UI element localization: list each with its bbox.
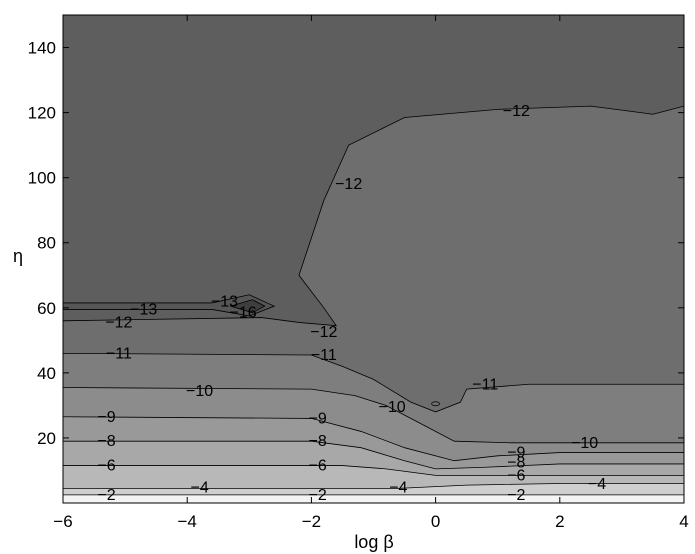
contour-line-level-6: [63, 465, 684, 476]
contour-label: −12: [503, 103, 530, 120]
contour-label: −4: [190, 479, 208, 496]
contour-label: −10: [379, 399, 406, 416]
contour-label: −2: [308, 487, 326, 504]
x-tick-label: 4: [679, 512, 688, 531]
contour-fills: [63, 15, 684, 503]
contour-label: −4: [389, 479, 407, 496]
contour-label: −11: [472, 376, 498, 393]
contour-label: −8: [308, 433, 326, 450]
contour-line-level-13: [63, 294, 276, 317]
y-axis-ticks: 20 40 60 80 100 120 140: [28, 39, 684, 448]
contour-label: −13: [130, 301, 157, 318]
contour-line-level-4: [63, 483, 684, 489]
y-tick-label: 100: [28, 169, 56, 188]
contour-label: −2: [97, 487, 115, 504]
contour-label: −10: [571, 435, 598, 452]
contour-line-level-8: [63, 440, 684, 470]
region-fill-level-13: [63, 294, 275, 316]
region-fill-level-16: [230, 299, 265, 313]
contour-label: −10: [186, 383, 213, 400]
contour-label: −12: [335, 176, 362, 193]
contour-label: −12: [310, 324, 337, 341]
y-tick-label: 20: [37, 429, 56, 448]
y-tick-label: 140: [28, 39, 56, 58]
contour-line-level-11: [63, 352, 684, 413]
contour-label: −8: [507, 454, 525, 471]
plot-frame: [62, 14, 685, 504]
y-tick-label: 80: [37, 234, 56, 253]
y-axis-label: η: [13, 246, 23, 266]
y-tick-label: 40: [37, 364, 56, 383]
contour-line-level-9: [63, 416, 684, 462]
contour-label: −4: [588, 476, 606, 493]
contour-label: −6: [97, 458, 115, 475]
contour-label: −12: [105, 314, 132, 331]
contour-label: −16: [230, 305, 257, 322]
contour-label: −9: [97, 409, 115, 426]
x-tick-label: 2: [555, 512, 564, 531]
contour-label: −9: [308, 410, 326, 427]
contour-label: −8: [97, 433, 115, 450]
plot-area: [63, 15, 684, 503]
contour-label: −9: [507, 445, 525, 462]
contour-line-level-12: [63, 105, 684, 327]
x-axis-ticks: −6 −4 −2 0 2 4: [53, 15, 689, 531]
y-tick-label: 60: [37, 299, 56, 318]
x-tick-label: −4: [178, 512, 197, 531]
contour-label: −11: [106, 345, 132, 362]
contour-label: −6: [308, 458, 326, 475]
contour-label: −2: [507, 487, 525, 504]
y-tick-label: 120: [28, 104, 56, 123]
contour-lines: [63, 105, 684, 496]
x-tick-label: −2: [302, 512, 321, 531]
x-tick-label: 0: [431, 512, 440, 531]
contour-labels: −2 −2 −2−4 −4 −4−6 −6−6−8 −8−8−9 −9−9−10−10−10−…: [97, 103, 606, 504]
contour-label: −6: [507, 467, 525, 484]
region-fill-top: [63, 494, 684, 503]
contour-label: −11: [311, 347, 337, 364]
x-tick-label: −6: [53, 512, 72, 531]
contour-line-level-10: [63, 387, 684, 444]
island-fill: [431, 401, 440, 407]
contour-label: −13: [211, 293, 238, 310]
x-axis-label: log β: [354, 532, 393, 552]
contour-line-level-16: [229, 299, 266, 314]
